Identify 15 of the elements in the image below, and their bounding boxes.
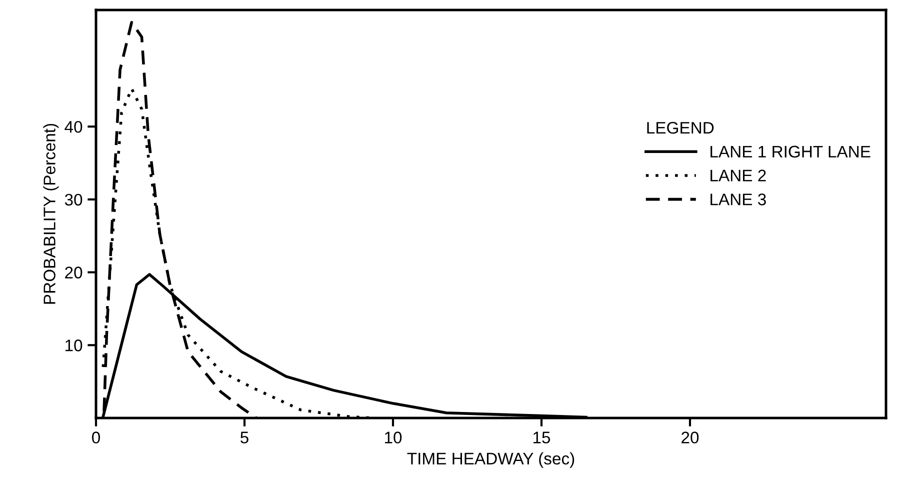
- legend-label: LANE 2: [710, 170, 766, 182]
- legend-title: LEGEND: [647, 122, 714, 134]
- x-tick-label: 10: [384, 432, 402, 444]
- x-tick-label: 0: [92, 432, 100, 444]
- x-tick-label: 5: [240, 432, 248, 444]
- y-tick-label: 20: [65, 266, 82, 278]
- x-tick-label: 15: [533, 432, 550, 444]
- legend-label: LANE 1 RIGHT LANE: [710, 146, 870, 158]
- y-axis-title: PROBABILITY (Percent): [43, 124, 59, 304]
- legend-label: LANE 3: [710, 194, 766, 206]
- x-tick-label: 20: [682, 432, 699, 444]
- x-axis-title: TIME HEADWAY (sec): [407, 452, 574, 468]
- y-tick-label: 30: [64, 194, 82, 206]
- y-tick-label: 40: [64, 120, 82, 133]
- y-tick-label: 10: [66, 340, 82, 352]
